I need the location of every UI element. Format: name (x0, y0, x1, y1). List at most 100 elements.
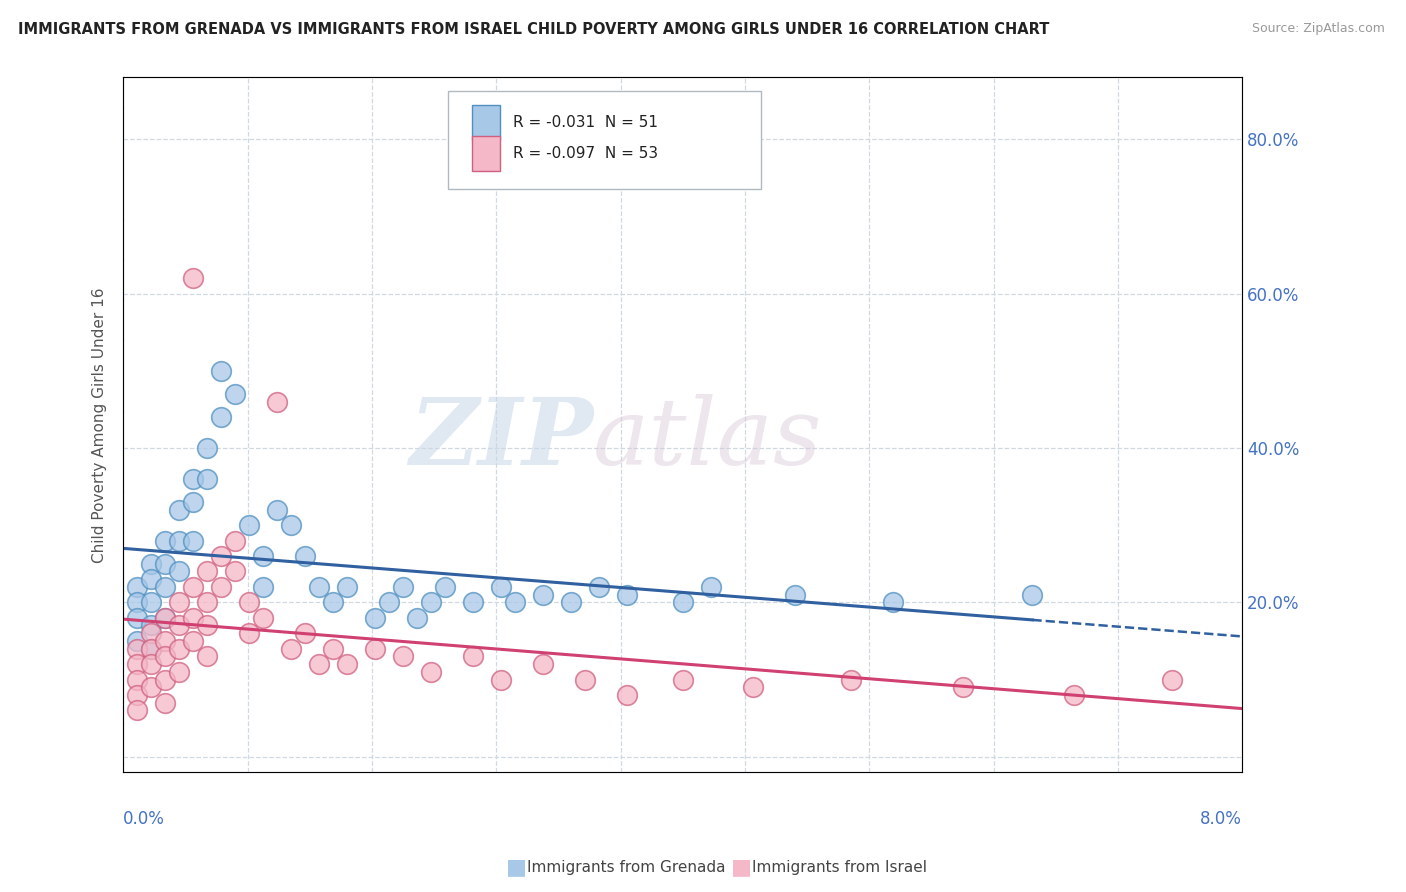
Point (392, 580, 415, 594)
Point (336, 580, 359, 594)
Point (127, 688, 149, 702)
Point (155, 634, 177, 648)
Bar (472, 136, 501, 171)
Bar (472, 105, 501, 140)
Point (181, 271, 204, 285)
Point (1021, 588, 1043, 602)
Point (406, 611, 429, 625)
Point (181, 495, 204, 509)
Point (141, 572, 163, 586)
Text: atlas: atlas (593, 393, 823, 483)
Text: R = -0.031  N = 51: R = -0.031 N = 51 (513, 115, 658, 130)
Point (195, 565, 218, 579)
Point (392, 649, 415, 664)
Text: 0.0%: 0.0% (124, 810, 165, 829)
Point (155, 533, 177, 548)
Point (167, 565, 190, 579)
Text: ■: ■ (731, 857, 752, 877)
Point (322, 641, 344, 656)
Point (280, 641, 302, 656)
Point (574, 673, 596, 687)
Point (434, 580, 457, 594)
Point (127, 580, 149, 594)
Point (167, 502, 190, 516)
Point (238, 518, 260, 533)
Point (181, 580, 204, 594)
Point (127, 595, 149, 609)
Point (1161, 673, 1184, 687)
Point (741, 680, 763, 694)
Text: ■: ■ (506, 857, 527, 877)
Point (127, 703, 149, 717)
Text: Immigrants from Israel: Immigrants from Israel (752, 860, 927, 874)
Text: R = -0.097  N = 53: R = -0.097 N = 53 (513, 146, 658, 161)
Point (503, 595, 526, 609)
Point (839, 673, 862, 687)
Point (364, 641, 387, 656)
Point (700, 580, 723, 594)
Point (531, 657, 554, 672)
Point (155, 611, 177, 625)
Point (167, 665, 190, 679)
Point (266, 394, 288, 409)
Point (127, 634, 149, 648)
Point (167, 533, 190, 548)
Point (141, 657, 163, 672)
Point (209, 410, 232, 425)
Point (141, 626, 163, 640)
Point (209, 580, 232, 594)
Point (616, 688, 638, 702)
Point (195, 441, 218, 455)
Point (209, 364, 232, 378)
Point (155, 673, 177, 687)
Point (155, 580, 177, 594)
Point (364, 611, 387, 625)
Point (224, 565, 246, 579)
Point (238, 595, 260, 609)
Point (308, 657, 330, 672)
Point (127, 641, 149, 656)
Point (420, 595, 443, 609)
Text: 8.0%: 8.0% (1201, 810, 1243, 829)
Point (181, 611, 204, 625)
Point (489, 673, 512, 687)
Point (181, 533, 204, 548)
Point (266, 502, 288, 516)
Text: Source: ZipAtlas.com: Source: ZipAtlas.com (1251, 22, 1385, 36)
Point (252, 549, 274, 563)
Point (155, 557, 177, 571)
Point (195, 618, 218, 632)
Point (616, 588, 638, 602)
Point (155, 611, 177, 625)
Point (672, 673, 695, 687)
Point (127, 657, 149, 672)
Point (882, 595, 904, 609)
Point (181, 634, 204, 648)
Point (167, 618, 190, 632)
Text: IMMIGRANTS FROM GRENADA VS IMMIGRANTS FROM ISRAEL CHILD POVERTY AMONG GIRLS UNDE: IMMIGRANTS FROM GRENADA VS IMMIGRANTS FR… (18, 22, 1050, 37)
Point (141, 641, 163, 656)
Text: Immigrants from Grenada: Immigrants from Grenada (527, 860, 725, 874)
Point (167, 641, 190, 656)
Point (420, 665, 443, 679)
Point (238, 626, 260, 640)
Point (280, 518, 302, 533)
Point (141, 595, 163, 609)
Point (783, 588, 806, 602)
Point (209, 549, 232, 563)
Point (195, 649, 218, 664)
Point (127, 673, 149, 687)
Point (378, 595, 401, 609)
Point (127, 611, 149, 625)
Y-axis label: Child Poverty Among Girls Under 16: Child Poverty Among Girls Under 16 (93, 287, 107, 563)
Point (322, 595, 344, 609)
Point (167, 595, 190, 609)
Point (588, 580, 610, 594)
Point (560, 595, 582, 609)
Point (489, 580, 512, 594)
Point (461, 649, 484, 664)
Point (195, 595, 218, 609)
Point (336, 657, 359, 672)
Point (531, 588, 554, 602)
Point (155, 696, 177, 710)
